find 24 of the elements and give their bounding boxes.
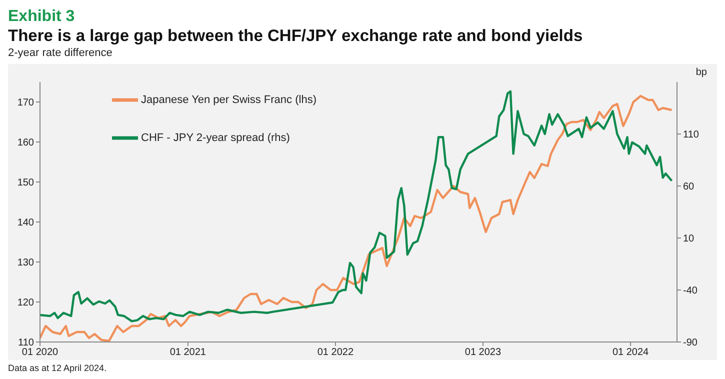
text: Data as at 12 April 2024.: [8, 363, 108, 373]
x-tick-label: 01 2024: [612, 347, 650, 358]
y-tick-label: 150: [17, 178, 34, 189]
y2-axis-title: bp: [696, 67, 708, 78]
x-tick-label: 01 2023: [464, 347, 502, 358]
legend-label: Japanese Yen per Swiss Franc (lhs): [141, 94, 316, 106]
y2-tick-label: -40: [683, 286, 698, 297]
legend-label: CHF - JPY 2-year spread (rhs): [141, 132, 290, 144]
y2-tick-label: -90: [683, 338, 698, 349]
y2-tick-label: 110: [683, 130, 700, 141]
y-tick-label: 110: [18, 338, 34, 349]
x-tick-label: 01 2020: [22, 347, 59, 358]
y-tick-label: 170: [17, 98, 34, 109]
y2-tick-label: 10: [683, 234, 695, 245]
chart-subtitle: 2-year rate difference: [8, 46, 114, 60]
y-tick-label: 140: [17, 218, 34, 229]
y-tick-label: 130: [17, 258, 34, 269]
y-tick-label: 120: [17, 298, 34, 309]
chart-title: There is a large gap between the CHF/JPY exchange rate and bond yields: [8, 26, 584, 46]
text: Exhibit 3: [8, 8, 76, 26]
x-tick-label: 01 2022: [317, 347, 354, 358]
y-tick-label: 160: [17, 138, 34, 149]
y2-tick-label: 60: [683, 182, 695, 193]
x-tick-label: 01 2021: [170, 347, 206, 358]
